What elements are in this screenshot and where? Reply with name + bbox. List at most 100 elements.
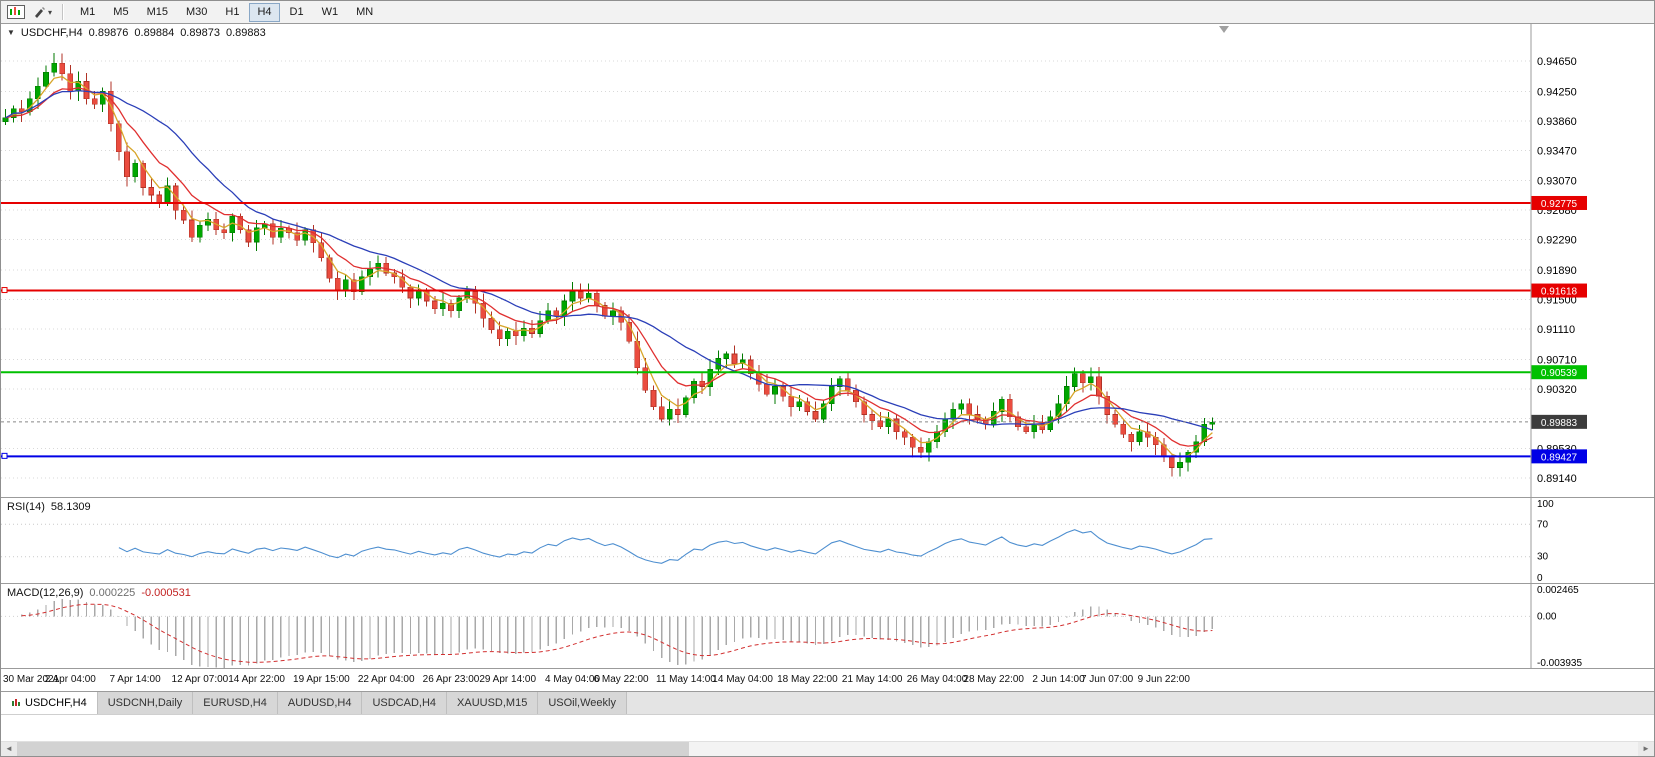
pen-icon <box>35 7 45 18</box>
tab-label: USDCHF,H4 <box>25 697 87 709</box>
tab-label: XAUUSD,M15 <box>457 697 528 709</box>
scroll-left-button[interactable]: ◄ <box>1 742 17 756</box>
timeframe-button-mn[interactable]: MN <box>348 3 381 22</box>
candles-group <box>2 52 1216 477</box>
tab-label: AUDUSD,H4 <box>287 697 352 709</box>
chart-tabs-bar: USDCHF,H4 USDCNH,Daily EURUSD,H4 AUDUSD,H4 U… <box>1 691 1654 714</box>
price-tag-label: 0.92775 <box>1541 199 1578 210</box>
bid-price-label: 0.89883 <box>1541 418 1578 429</box>
price-axis-label: 0.91110 <box>1537 324 1575 336</box>
tab-usdcad-h4[interactable]: USDCAD,H4 <box>362 692 448 714</box>
rsi-level-label: 70 <box>1537 519 1549 530</box>
time-axis-label: 18 May 22:00 <box>777 674 838 685</box>
timeframe-button-m30[interactable]: M30 <box>178 3 215 22</box>
time-axis-label: 29 Apr 14:00 <box>479 674 537 685</box>
timeframe-button-w1[interactable]: W1 <box>314 3 347 22</box>
rsi-header: RSI(14) 58.1309 <box>7 501 91 513</box>
time-axis-label: 2 Jun 14:00 <box>1032 674 1085 685</box>
macd-signal-line <box>21 603 1213 663</box>
time-axis-label: 2 Apr 04:00 <box>44 674 96 685</box>
tab-usoil-weekly[interactable]: USOil,Weekly <box>538 692 627 714</box>
horizontal-scrollbar[interactable]: ◄ ► <box>1 741 1654 756</box>
price-tag-label: 0.90539 <box>1541 368 1578 379</box>
macd-canvas[interactable]: 0.002465 0.00 -0.003935 <box>1 584 1655 668</box>
price-axis-label: 0.94250 <box>1537 86 1577 98</box>
price-axis-label: 0.90320 <box>1537 384 1577 396</box>
macd-panel[interactable]: MACD(12,26,9) 0.000225 -0.000531 0.00246… <box>1 583 1654 668</box>
macd-signal-value: -0.000531 <box>141 587 191 599</box>
time-axis-label: 30 Mar 2021 <box>3 674 60 685</box>
quote-close: 0.89883 <box>225 27 266 39</box>
scrollbar-thumb[interactable] <box>17 742 689 756</box>
chart-window-icon <box>7 5 25 19</box>
symbol-label: USDCHF,H4 <box>20 27 83 39</box>
chevron-down-icon: ▾ <box>48 7 53 17</box>
time-axis-label: 19 Apr 15:00 <box>293 674 350 685</box>
horizontal-line-0.90539[interactable]: 0.90539 <box>1 365 1587 380</box>
macd-axis-label: -0.003935 <box>1537 658 1582 668</box>
time-axis-label: 6 May 22:00 <box>593 674 649 685</box>
horizontal-line-0.89427[interactable]: 0.89427 <box>1 449 1587 464</box>
symbol-triangle-icon: ▼ <box>7 28 15 37</box>
price-axis-label: 0.91890 <box>1537 265 1577 277</box>
horizontal-line-0.91618[interactable]: 0.91618 <box>1 283 1587 298</box>
timeframe-button-h1[interactable]: H1 <box>217 3 247 22</box>
toolbar-separator <box>62 4 65 20</box>
tab-eurusd-h4[interactable]: EURUSD,H4 <box>193 692 278 714</box>
timeframe-button-m1[interactable]: M1 <box>72 3 103 22</box>
tab-label: USDCNH,Daily <box>107 697 183 709</box>
tab-label: USOil,Weekly <box>548 697 616 709</box>
price-axis-label: 0.93470 <box>1537 145 1577 157</box>
price-axis-label: 0.92290 <box>1537 235 1577 247</box>
timeframe-button-d1[interactable]: D1 <box>282 3 312 22</box>
time-axis-label: 9 Jun 22:00 <box>1137 674 1190 685</box>
macd-axis-label: 0.002465 <box>1537 585 1579 596</box>
ma-slow-line <box>5 89 1213 431</box>
time-axis-label: 7 Apr 14:00 <box>109 674 161 685</box>
chart-window-icon-button[interactable] <box>4 2 28 22</box>
horizontal-line-0.92775[interactable]: 0.92775 <box>1 195 1587 210</box>
timeframe-button-h4[interactable]: H4 <box>249 2 280 22</box>
shift-marker-icon <box>1219 26 1229 33</box>
macd-header: MACD(12,26,9) 0.000225 -0.000531 <box>7 587 191 599</box>
time-axis-label: 22 Apr 04:00 <box>357 674 415 685</box>
timeframe-buttons: M1 M5 M15 M30 H1 H4 D1 W1 MN <box>71 2 382 22</box>
time-axis-label: 26 May 04:00 <box>906 674 968 685</box>
price-tag-label: 0.91618 <box>1541 287 1578 298</box>
price-tag-label: 0.89427 <box>1541 452 1578 463</box>
rsi-panel[interactable]: RSI(14) 58.1309 100 70 30 0 <box>1 497 1654 583</box>
macd-axis-label: 0.00 <box>1537 611 1557 622</box>
scroll-right-button[interactable]: ► <box>1638 742 1654 756</box>
tab-label: USDCAD,H4 <box>372 697 437 709</box>
price-axis-label: 0.93860 <box>1537 116 1577 128</box>
time-axis-label: 14 Apr 22:00 <box>228 674 285 685</box>
rsi-canvas[interactable]: 100 70 30 0 <box>1 498 1655 583</box>
time-axis-label: 11 May 14:00 <box>655 674 716 685</box>
time-axis[interactable]: 30 Mar 2021 2 Apr 04:00 7 Apr 14:00 12 Apr … <box>1 668 1654 691</box>
macd-histogram <box>21 598 1214 668</box>
price-axis-label: 0.90710 <box>1537 354 1577 366</box>
time-axis-label: 4 May 04:00 <box>544 674 601 685</box>
timeframe-button-m5[interactable]: M5 <box>105 3 136 22</box>
time-axis-label: 21 May 14:00 <box>841 674 903 685</box>
tab-usdchf-h4[interactable]: USDCHF,H4 <box>1 692 98 714</box>
quote-open: 0.89876 <box>88 27 129 39</box>
price-axis-label: 0.94650 <box>1537 56 1577 68</box>
timeframe-button-m15[interactable]: M15 <box>139 3 176 22</box>
tab-xauusd-m15[interactable]: XAUUSD,M15 <box>447 692 539 714</box>
price-gridlines: 0.946500.942500.938600.934700.930700.926… <box>1 56 1577 485</box>
tab-audusd-h4[interactable]: AUDUSD,H4 <box>277 692 363 714</box>
rsi-value: 58.1309 <box>50 501 91 513</box>
main-chart-panel[interactable]: ▼ USDCHF,H4 0.89876 0.89884 0.89873 0.89… <box>1 23 1654 497</box>
rsi-line <box>118 529 1213 564</box>
drawing-tools-button[interactable]: ▾ <box>30 2 55 22</box>
time-axis-label: 12 Apr 07:00 <box>171 674 229 685</box>
price-axis-label: 0.93070 <box>1537 176 1577 188</box>
tab-usdcnh-daily[interactable]: USDCNH,Daily <box>97 692 194 714</box>
bottom-strip: ◄ ► <box>1 714 1654 756</box>
ma-fast-line <box>5 75 1213 459</box>
main-chart-canvas[interactable]: 0.946500.942500.938600.934700.930700.926… <box>1 24 1655 497</box>
rsi-title: RSI(14) <box>7 501 45 513</box>
bid-price-tag: 0.89883 <box>1531 414 1587 429</box>
